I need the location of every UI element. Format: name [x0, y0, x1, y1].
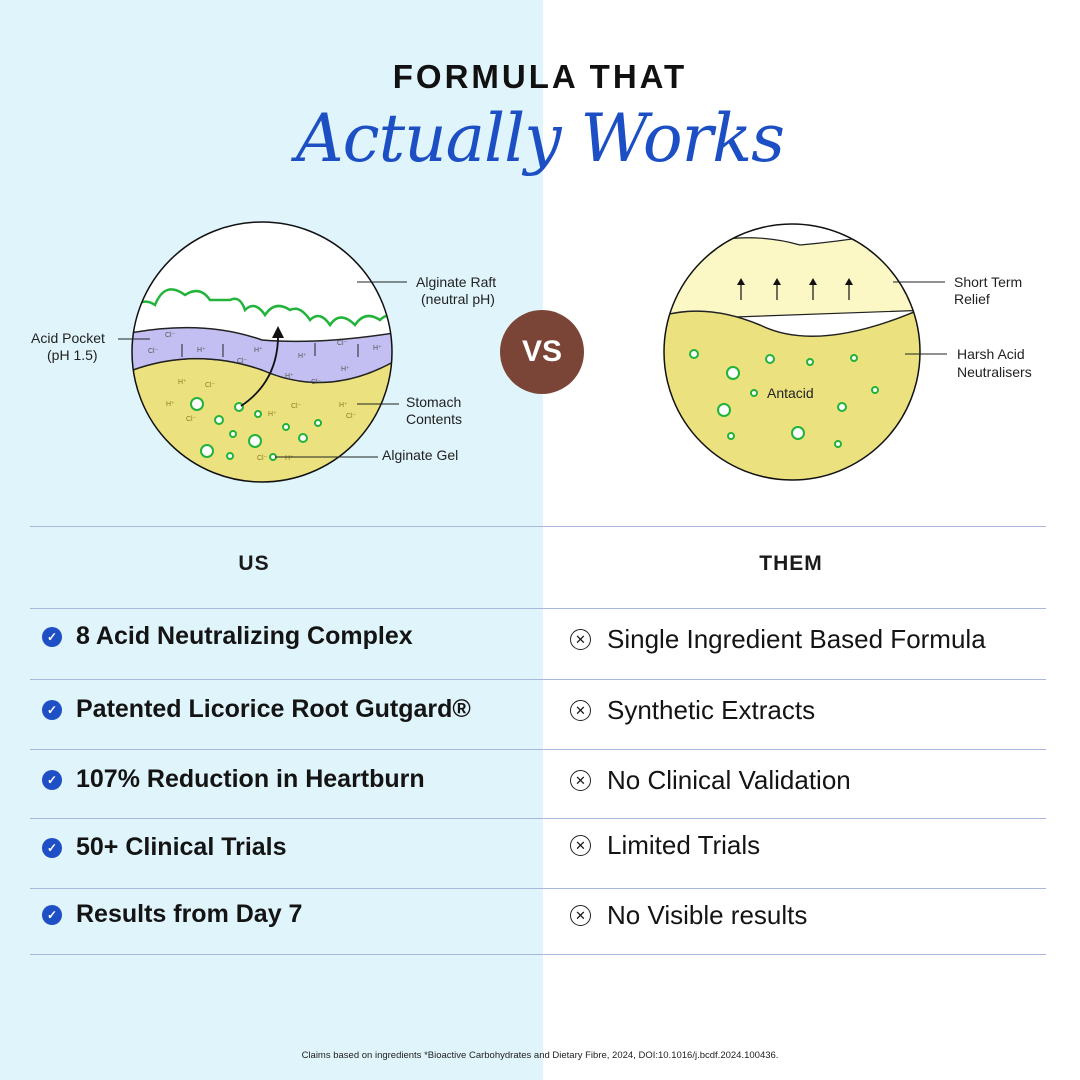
svg-text:Antacid: Antacid [767, 385, 814, 401]
svg-text:H⁺: H⁺ [339, 402, 348, 409]
table-row: ✓ Results from Day 7 ✕ No Visible results [0, 900, 1080, 940]
svg-text:Cl⁻: Cl⁻ [291, 403, 302, 410]
them-feature: Synthetic Extracts [607, 695, 816, 725]
check-icon: ✓ [42, 904, 62, 925]
table-row: ✓ Patented Licorice Root Gutgard® ✕ Synthe… [0, 695, 1080, 735]
them-feature: No Visible results [607, 900, 808, 930]
us-feature: 107% Reduction in Heartburn [76, 765, 425, 793]
x-circle-icon: ✕ [570, 629, 591, 650]
check-icon: ✓ [42, 769, 62, 790]
svg-text:H⁺: H⁺ [298, 353, 307, 360]
svg-text:Cl⁻: Cl⁻ [311, 379, 322, 386]
footnote: Claims based on ingredients *Bioactive C… [301, 1050, 779, 1061]
x-circle-icon: ✕ [570, 905, 591, 926]
svg-text:H⁺: H⁺ [268, 411, 277, 418]
title-line1: FORMULA THAT [392, 58, 688, 95]
us-feature: 50+ Clinical Trials [76, 833, 287, 861]
svg-text:H⁺: H⁺ [254, 347, 263, 354]
us-background [0, 0, 543, 1080]
svg-text:Contents: Contents [406, 411, 462, 427]
us-feature: 8 Acid Neutralizing Complex [76, 622, 413, 650]
us-feature: Patented Licorice Root Gutgard® [76, 695, 471, 723]
svg-text:Alginate Raft: Alginate Raft [416, 274, 496, 290]
svg-text:Alginate Gel: Alginate Gel [382, 447, 458, 463]
divider [30, 888, 1046, 889]
title-line2: Actually Works [296, 100, 785, 177]
svg-text:Stomach: Stomach [406, 394, 461, 410]
svg-text:Cl⁻: Cl⁻ [148, 348, 159, 355]
x-circle-icon: ✕ [570, 770, 591, 791]
them-feature: Single Ingredient Based Formula [607, 624, 986, 654]
x-circle-icon: ✕ [570, 835, 591, 856]
svg-text:H⁺: H⁺ [341, 366, 350, 373]
check-icon: ✓ [42, 626, 62, 647]
svg-text:Cl⁻: Cl⁻ [257, 455, 268, 462]
svg-text:Short Term: Short Term [954, 274, 1022, 290]
antacid-layer [664, 303, 920, 480]
svg-text:Cl⁻: Cl⁻ [337, 340, 348, 347]
comparison-diagrams: Cl⁻ Cl⁻ H⁺ H⁺ Cl⁻ H⁺ Cl⁻ H⁺ H⁺ H⁺ Cl⁻ H⁺ Cl⁻ H⁺ Cl⁻ H⁺… [31, 221, 1032, 483]
us-stomach-diagram: Cl⁻ Cl⁻ H⁺ H⁺ Cl⁻ H⁺ Cl⁻ H⁺ H⁺ H⁺ Cl⁻ H⁺ Cl⁻ H⁺ Cl⁻ H⁺… [31, 221, 496, 483]
svg-text:H⁺: H⁺ [166, 401, 175, 408]
divider [30, 954, 1046, 955]
divider [30, 526, 1046, 527]
divider [30, 749, 1046, 750]
svg-text:Cl⁻: Cl⁻ [186, 416, 197, 423]
svg-text:H⁺: H⁺ [197, 347, 206, 354]
svg-text:H⁺: H⁺ [178, 379, 187, 386]
them-stomach-diagram: Antacid Short Term Relief Harsh Acid Neu… [663, 223, 1032, 481]
table-row: ✓ 8 Acid Neutralizing Complex ✕ Single Ing… [0, 622, 1080, 662]
svg-text:H⁺: H⁺ [285, 373, 294, 380]
table-row: ✓ 50+ Clinical Trials ✕ Limited Trials [0, 830, 1080, 873]
alginate-raft-foam [132, 288, 392, 328]
divider [30, 608, 1046, 609]
them-feature: Limited Trials [607, 830, 761, 860]
svg-text:(pH 1.5): (pH 1.5) [47, 347, 98, 363]
svg-text:Acid Pocket: Acid Pocket [31, 330, 105, 346]
check-icon: ✓ [42, 699, 62, 720]
divider [30, 818, 1046, 819]
acid-pocket [132, 326, 392, 384]
svg-text:H⁺: H⁺ [373, 345, 382, 352]
table-row: ✓ 107% Reduction in Heartburn ✕ No Clinica… [0, 765, 1080, 805]
svg-text:Neutralisers: Neutralisers [957, 364, 1032, 380]
vs-badge: VS [500, 310, 584, 394]
divider [30, 679, 1046, 680]
svg-text:Cl⁻: Cl⁻ [346, 413, 357, 420]
svg-text:Cl⁻: Cl⁻ [237, 358, 248, 365]
them-header: THEM [759, 552, 823, 575]
svg-text:Relief: Relief [954, 291, 990, 307]
svg-text:Harsh Acid: Harsh Acid [957, 346, 1025, 362]
x-circle-icon: ✕ [570, 700, 591, 721]
us-feature: Results from Day 7 [76, 900, 303, 928]
svg-text:Cl⁻: Cl⁻ [205, 382, 216, 389]
svg-text:(neutral pH): (neutral pH) [421, 291, 495, 307]
us-header: US [238, 552, 270, 575]
check-icon: ✓ [42, 837, 62, 858]
svg-text:H⁺: H⁺ [285, 455, 294, 462]
svg-text:Cl⁻: Cl⁻ [165, 332, 176, 339]
them-feature: No Clinical Validation [607, 765, 851, 795]
